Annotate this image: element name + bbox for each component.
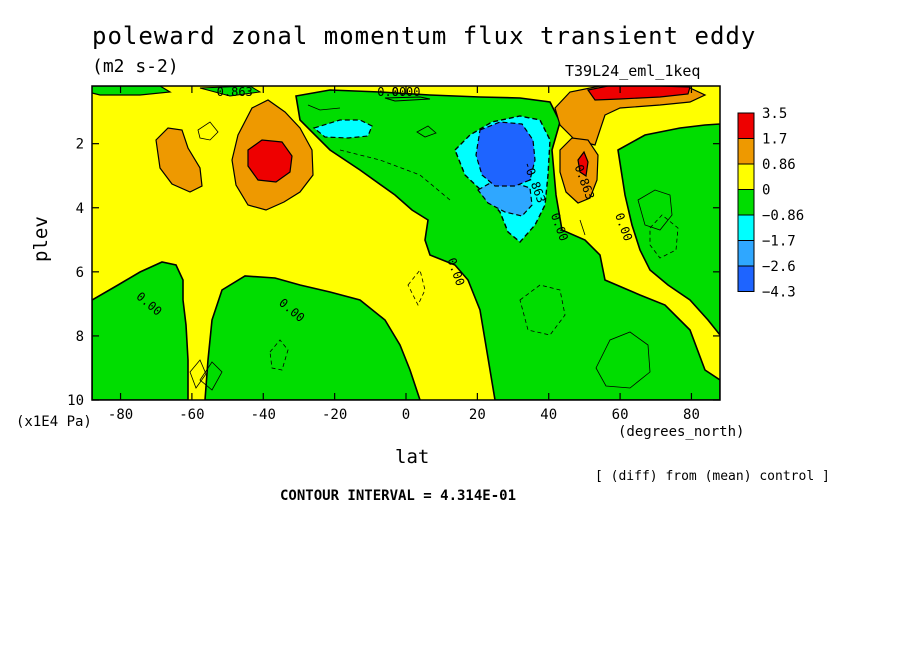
- y-tick-label: 8: [76, 329, 84, 345]
- y-tick-label: 6: [76, 265, 84, 281]
- colorbar-label: 0: [762, 183, 770, 199]
- diff-note: [ (diff) from (mean) control ]: [595, 469, 830, 484]
- colorbar-label: 1.7: [762, 132, 787, 148]
- x-tick-label: 20: [469, 407, 486, 423]
- axis-ticks: -80 -60 -40 -20 0 20 40 60 80 2 4 6 8 10: [67, 86, 720, 423]
- region-orange-nh-jet-lower: [559, 137, 599, 204]
- colorbar-swatch: [737, 163, 755, 190]
- contour-interval-label: CONTOUR INTERVAL = 4.314E-01: [280, 488, 517, 504]
- colorbar-swatch: [737, 214, 755, 241]
- colorbar-swatch: [737, 265, 755, 292]
- contour-label: 0.00: [392, 85, 421, 99]
- region-red-nh-small: [577, 150, 589, 178]
- region-red-nh-top: [586, 86, 691, 101]
- colorbar-label: −2.6: [762, 259, 796, 275]
- colorbar: 3.5 1.7 0.86 0 −0.86 −1.7 −2.6 −4.3: [737, 106, 804, 301]
- x-axis-label: lat: [395, 446, 430, 468]
- y-tick-label: 2: [76, 137, 84, 153]
- y-tick-label: 4: [76, 201, 84, 217]
- region-negative-nh-high-lat: [617, 123, 720, 337]
- region-negative-sh-high-lat: [92, 261, 189, 400]
- x-tick-label: 80: [683, 407, 700, 423]
- chart-title: poleward zonal momentum flux transient e…: [92, 22, 757, 50]
- x-tick-label: 0: [402, 407, 410, 423]
- region-negative-upper-central: [295, 89, 720, 400]
- colorbar-swatch: [737, 189, 755, 216]
- units-label: (m2 s-2): [92, 56, 179, 77]
- region-blue-dark: [475, 121, 536, 187]
- x-tick-label: -40: [251, 407, 276, 423]
- x-tick-label: -20: [322, 407, 347, 423]
- region-orange-left: [155, 127, 203, 193]
- contour-label: 0.00: [377, 85, 406, 99]
- region-blue-light: [477, 181, 533, 217]
- contour-label: 0.863: [217, 85, 253, 99]
- colorbar-swatch: [737, 240, 755, 267]
- y-tick-label: 10: [67, 393, 84, 409]
- x-axis-unit: (degrees_north): [618, 424, 745, 440]
- colorbar-label: 0.86: [762, 157, 796, 173]
- x-tick-label: 40: [540, 407, 557, 423]
- run-label: T39L24_eml_1keq: [565, 62, 701, 80]
- x-tick-label: -60: [179, 407, 204, 423]
- region-cyan-small: [312, 119, 373, 139]
- colorbar-label: −4.3: [762, 285, 796, 301]
- colorbar-label: −0.86: [762, 208, 804, 224]
- region-negative-top-left-strip: [92, 86, 172, 96]
- colorbar-label: 3.5: [762, 106, 787, 122]
- colorbar-swatch: [737, 112, 755, 139]
- y-axis-unit: (x1E4 Pa): [16, 414, 92, 430]
- x-tick-label: 60: [612, 407, 629, 423]
- colorbar-label: −1.7: [762, 234, 796, 250]
- colorbar-swatch: [737, 138, 755, 165]
- region-negative-sh-mid-lat: [204, 275, 421, 400]
- x-tick-label: -80: [108, 407, 133, 423]
- region-red-sh: [247, 139, 293, 183]
